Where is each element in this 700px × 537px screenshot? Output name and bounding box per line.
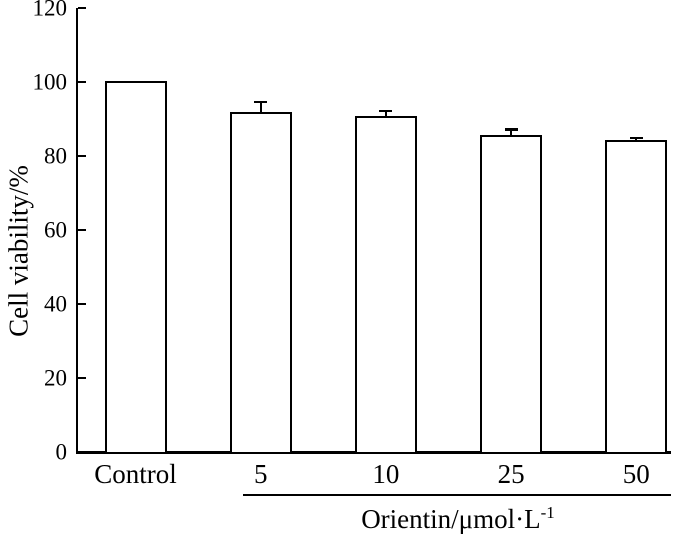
x-tick-label: 25 [497, 459, 525, 489]
x-axis-title-superscript: -1 [540, 503, 555, 522]
y-axis-tick [78, 7, 86, 9]
y-tick-label: 0 [55, 439, 68, 465]
dose-group-underline [243, 494, 671, 496]
x-axis-title: Orientin/μmol·L-1 [233, 503, 683, 535]
error-bar-stem [384, 111, 387, 118]
y-tick-label: 120 [32, 0, 68, 21]
y-axis-tick [78, 155, 86, 157]
y-axis-tick [78, 377, 86, 379]
y-axis-tick [78, 451, 86, 453]
error-bar-cap [379, 110, 393, 113]
y-axis-title: Cell viability/% [3, 165, 34, 337]
y-axis-tick [78, 303, 86, 305]
error-bar-stem [510, 129, 513, 136]
x-tick-label: 50 [622, 459, 650, 489]
y-axis-line [75, 8, 78, 453]
error-bar-stem [635, 138, 638, 142]
error-bar-cap [504, 128, 518, 131]
x-axis-title-base: Orientin/μmol·L [361, 504, 541, 534]
bar [480, 134, 543, 454]
y-tick-label: 20 [44, 365, 67, 391]
y-tick-label: 80 [44, 143, 67, 169]
y-tick-label: 60 [44, 217, 67, 243]
error-bar-cap [254, 100, 268, 103]
x-tick-label: Control [94, 459, 177, 489]
bar [354, 116, 417, 454]
y-tick-label: 100 [32, 69, 68, 95]
y-axis-tick [78, 229, 86, 231]
error-bar-stem [259, 101, 262, 114]
x-tick-label: 5 [253, 459, 268, 489]
y-tick-label: 40 [44, 291, 67, 317]
bar [229, 112, 292, 454]
error-bar-cap [629, 137, 643, 140]
x-tick-label: 10 [372, 459, 400, 489]
bar [104, 81, 167, 454]
y-axis-tick [78, 81, 86, 83]
bar [605, 140, 668, 454]
